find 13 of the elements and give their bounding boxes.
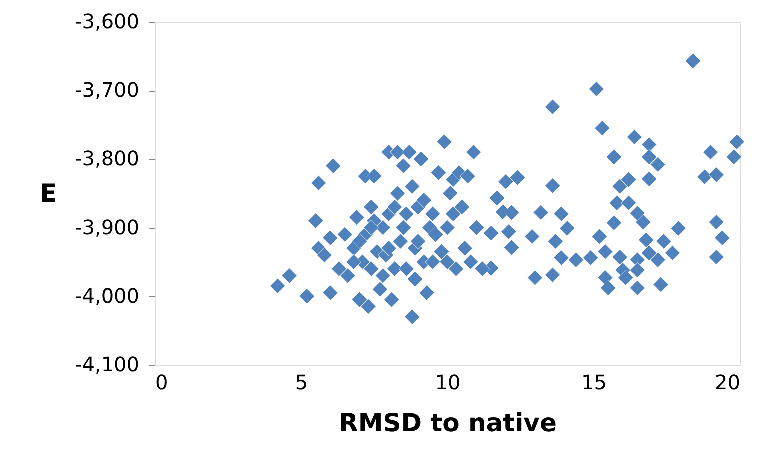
y-tick-label: -4,100 — [75, 352, 140, 376]
x-tick-label: 15 — [582, 370, 607, 394]
x-tick-label: 5 — [295, 370, 308, 394]
y-tick-label: -3,700 — [75, 78, 140, 102]
y-tick-label: -3,600 — [75, 10, 140, 34]
y-axis-title: E — [40, 179, 58, 208]
x-tick-label: 10 — [435, 370, 461, 394]
y-tick-label: -3,900 — [75, 215, 140, 240]
x-axis-title: RMSD to native — [339, 408, 557, 438]
x-tick-label: 0 — [156, 370, 168, 394]
y-tick-label: -4,000 — [75, 284, 140, 308]
x-tick-label: 20 — [715, 370, 740, 394]
y-tick-label: -3,800 — [75, 146, 140, 171]
